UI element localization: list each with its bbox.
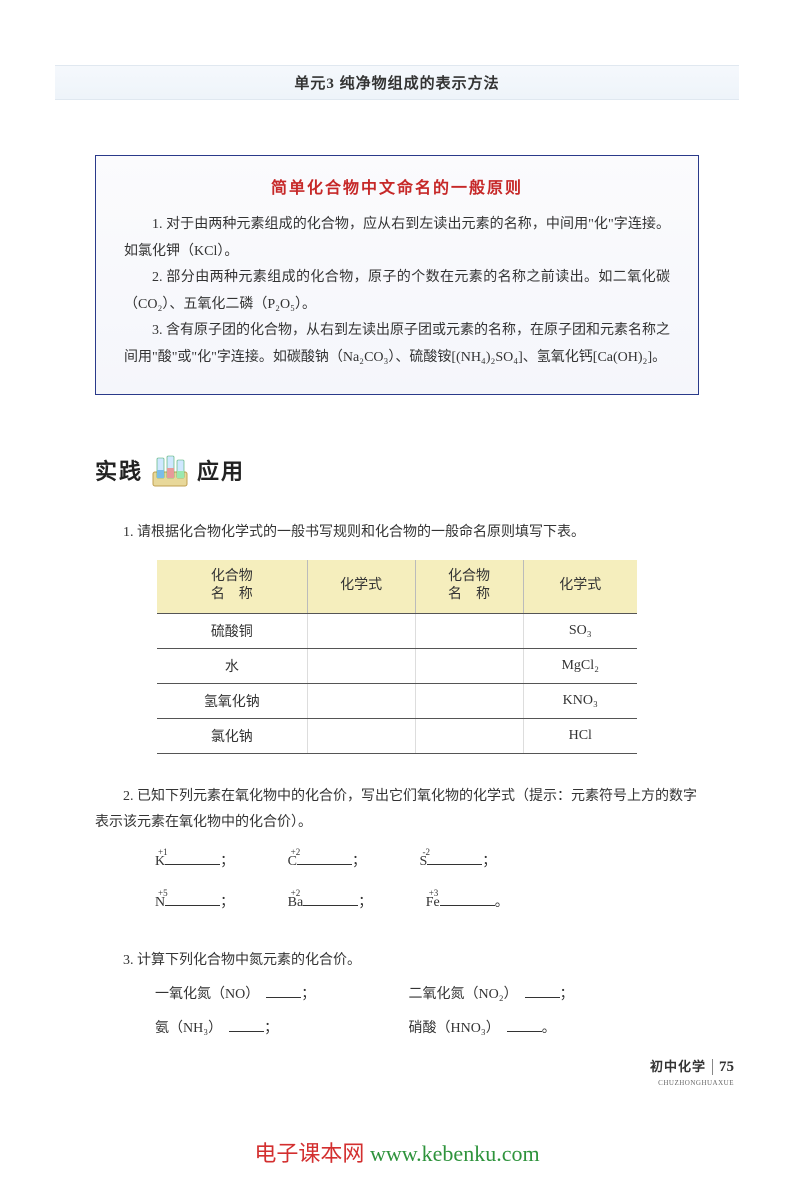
q2-row2: +5N； +2Ba； +3Fe。 xyxy=(155,888,699,919)
table-cell: 水 xyxy=(157,648,307,683)
table-cell: 氢氧化钠 xyxy=(157,683,307,718)
table-row: 氢氧化钠 KNO₃ xyxy=(157,683,637,718)
blank xyxy=(507,1018,542,1032)
table-row: 硫酸铜 SO₃ xyxy=(157,613,637,648)
blank xyxy=(297,851,352,865)
q3-row1: 一氧化氮（NO） ； 二氧化氮（NO₂） ； xyxy=(155,981,699,1009)
blank xyxy=(525,984,560,998)
table-cell: HCl xyxy=(523,718,637,753)
page-number: 75 xyxy=(712,1059,734,1075)
table-header-row: 化合物 名 称 化学式 化合物 名 称 化学式 xyxy=(157,560,637,613)
page-header: 单元3 纯净物组成的表示方法 xyxy=(55,65,739,100)
blank xyxy=(266,984,301,998)
q2-item-5: +3Fe。 xyxy=(426,888,509,919)
th-3: 化学式 xyxy=(523,560,637,613)
q2-item-4: +2Ba； xyxy=(288,888,373,919)
q3-item-2: 氨（NH₃） ； xyxy=(155,1015,405,1043)
blank xyxy=(229,1018,264,1032)
footer-cn: 初中化学 xyxy=(650,1059,706,1074)
table-row: 水 MgCl₂ xyxy=(157,648,637,683)
blank xyxy=(303,892,358,906)
compound-table: 化合物 名 称 化学式 化合物 名 称 化学式 硫酸铜SO₃水MgCl₂氢氧化钠… xyxy=(157,560,637,753)
q2-item-0: +1K； xyxy=(155,847,234,878)
table-cell: 氯化钠 xyxy=(157,718,307,753)
watermark: 电子课本网 www.kebenku.com xyxy=(0,1136,794,1168)
rule-p3: 3. 含有原子团的化合物，从右到左读出原子团或元素的名称，在原子团和元素名称之间… xyxy=(124,318,670,371)
q3-item-3: 硝酸（HNO₃） 。 xyxy=(409,1015,659,1043)
q3-row2: 氨（NH₃） ； 硝酸（HNO₃） 。 xyxy=(155,1015,699,1043)
q2-item-2: -2S； xyxy=(419,847,496,878)
q1-text: 1. 请根据化合物化学式的一般书写规则和化合物的一般命名原则填写下表。 xyxy=(95,520,699,547)
header-title: 单元3 纯净物组成的表示方法 xyxy=(294,76,499,92)
table-cell: MgCl₂ xyxy=(523,648,637,683)
blank xyxy=(427,851,482,865)
q3-item-1: 二氧化氮（NO₂） ； xyxy=(409,981,659,1009)
footer-pinyin: CHUZHONGHUAXUE xyxy=(658,1079,734,1087)
table-cell: SO₃ xyxy=(523,613,637,648)
table-cell xyxy=(415,648,523,683)
table-cell: KNO₃ xyxy=(523,683,637,718)
table-cell xyxy=(307,683,415,718)
q2-item-3: +5N； xyxy=(155,888,234,919)
content: 1. 请根据化合物化学式的一般书写规则和化合物的一般命名原则填写下表。 化合物 … xyxy=(95,520,699,1043)
blank xyxy=(165,851,220,865)
th-0: 化合物 名 称 xyxy=(157,560,307,613)
table-cell xyxy=(415,613,523,648)
section-left: 实践 xyxy=(95,454,143,486)
section-right: 应用 xyxy=(197,454,245,486)
q2-text: 2. 已知下列元素在氧化物中的化合价，写出它们氧化物的化学式（提示：元素符号上方… xyxy=(95,784,699,837)
table-cell xyxy=(307,613,415,648)
q3-item-0: 一氧化氮（NO） ； xyxy=(155,981,405,1009)
rule-box: 简单化合物中文命名的一般原则 1. 对于由两种元素组成的化合物，应从右到左读出元… xyxy=(95,155,699,395)
beaker-icon xyxy=(149,450,191,490)
rule-p1: 1. 对于由两种元素组成的化合物，应从右到左读出元素的名称，中间用"化"字连接。… xyxy=(124,212,670,265)
table-cell xyxy=(415,718,523,753)
watermark-url: www.kebenku.com xyxy=(364,1141,539,1166)
blank xyxy=(440,892,495,906)
section-heading: 实践 应用 xyxy=(95,450,794,490)
table-cell xyxy=(307,648,415,683)
th-1: 化学式 xyxy=(307,560,415,613)
rule-box-body: 1. 对于由两种元素组成的化合物，应从右到左读出元素的名称，中间用"化"字连接。… xyxy=(124,212,670,372)
table-row: 氯化钠 HCl xyxy=(157,718,637,753)
table-cell: 硫酸铜 xyxy=(157,613,307,648)
th-2: 化合物 名 称 xyxy=(415,560,523,613)
rule-box-title: 简单化合物中文命名的一般原则 xyxy=(124,174,670,198)
q3-text: 3. 计算下列化合物中氮元素的化合价。 xyxy=(95,948,699,975)
blank xyxy=(165,892,220,906)
q2-item-1: +2C； xyxy=(288,847,366,878)
watermark-site: 电子课本网 xyxy=(254,1141,364,1166)
page-footer: 初中化学 75 CHUZHONGHUAXUE xyxy=(650,1056,734,1088)
rule-p2: 2. 部分由两种元素组成的化合物，原子的个数在元素的名称之前读出。如二氧化碳（C… xyxy=(124,265,670,318)
table-cell xyxy=(307,718,415,753)
q2-row1: +1K； +2C； -2S； xyxy=(155,847,699,878)
table-cell xyxy=(415,683,523,718)
